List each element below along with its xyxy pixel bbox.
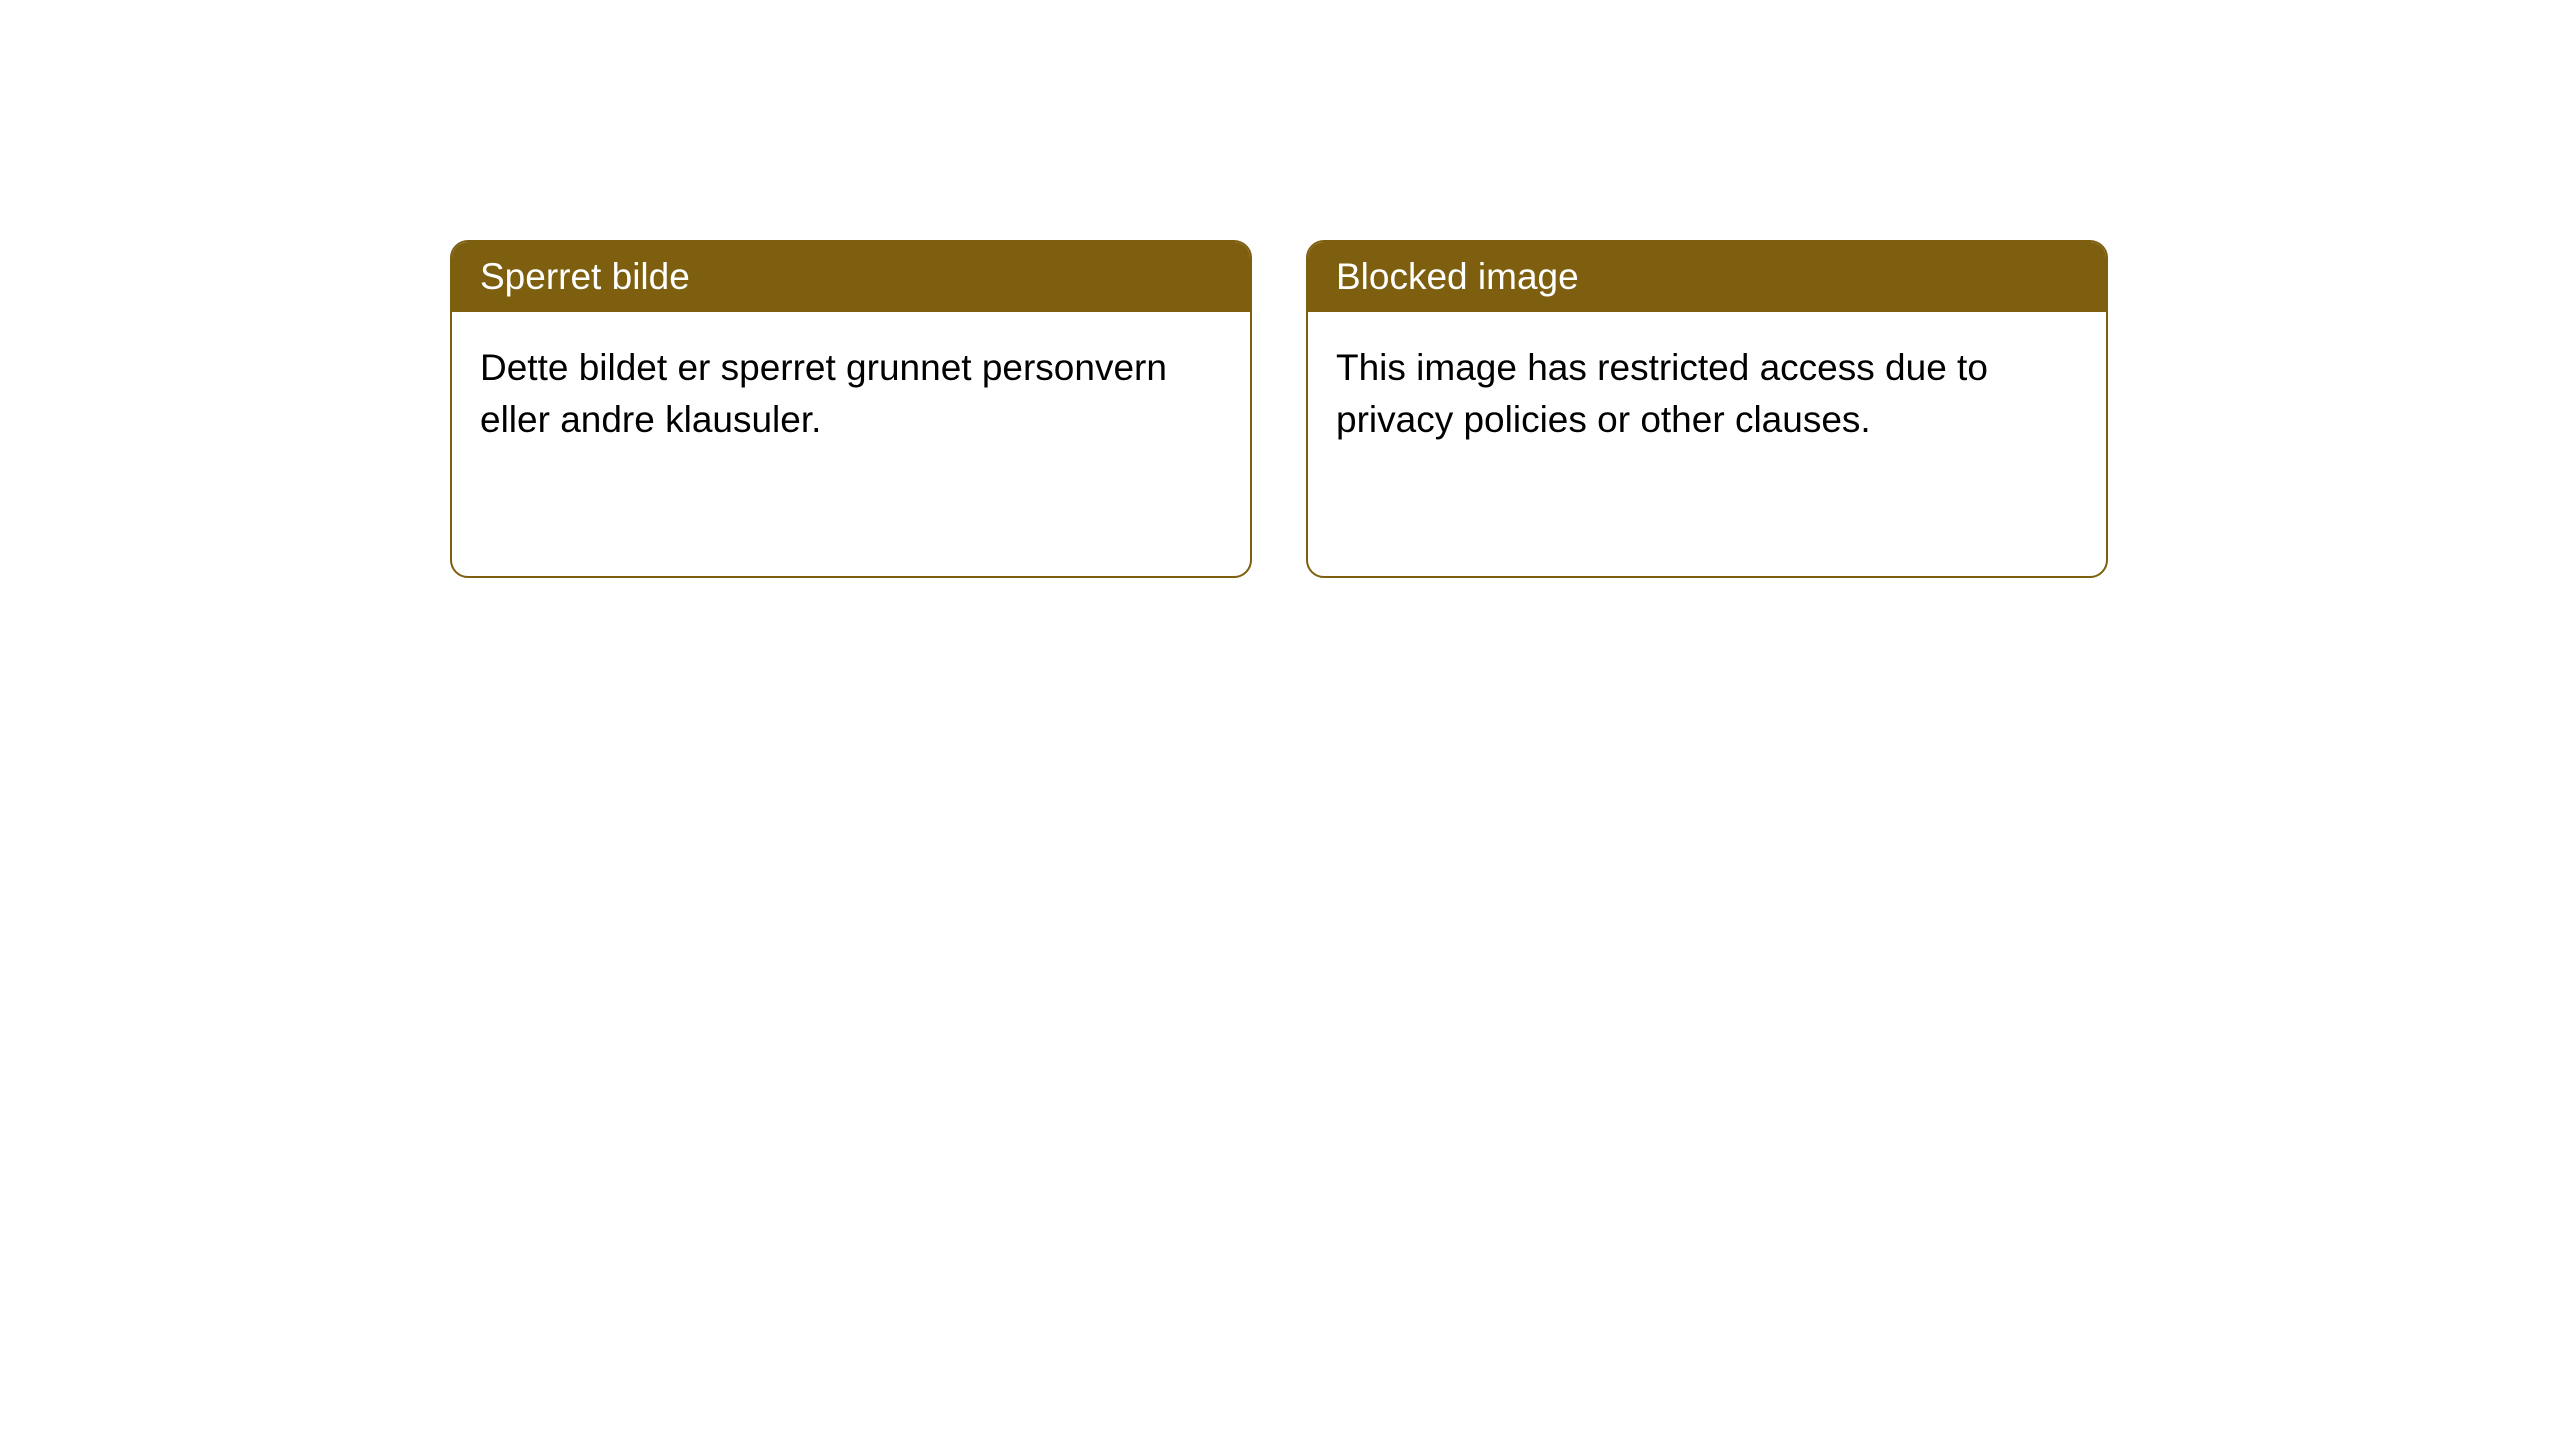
notice-card-english: Blocked image This image has restricted … (1306, 240, 2108, 578)
card-body-english: This image has restricted access due to … (1308, 312, 2106, 476)
notice-cards-container: Sperret bilde Dette bildet er sperret gr… (450, 240, 2108, 578)
card-title-english: Blocked image (1336, 256, 1579, 297)
notice-card-norwegian: Sperret bilde Dette bildet er sperret gr… (450, 240, 1252, 578)
card-header-english: Blocked image (1308, 242, 2106, 312)
card-body-norwegian: Dette bildet er sperret grunnet personve… (452, 312, 1250, 476)
card-text-english: This image has restricted access due to … (1336, 347, 1988, 440)
card-text-norwegian: Dette bildet er sperret grunnet personve… (480, 347, 1167, 440)
card-header-norwegian: Sperret bilde (452, 242, 1250, 312)
card-title-norwegian: Sperret bilde (480, 256, 690, 297)
